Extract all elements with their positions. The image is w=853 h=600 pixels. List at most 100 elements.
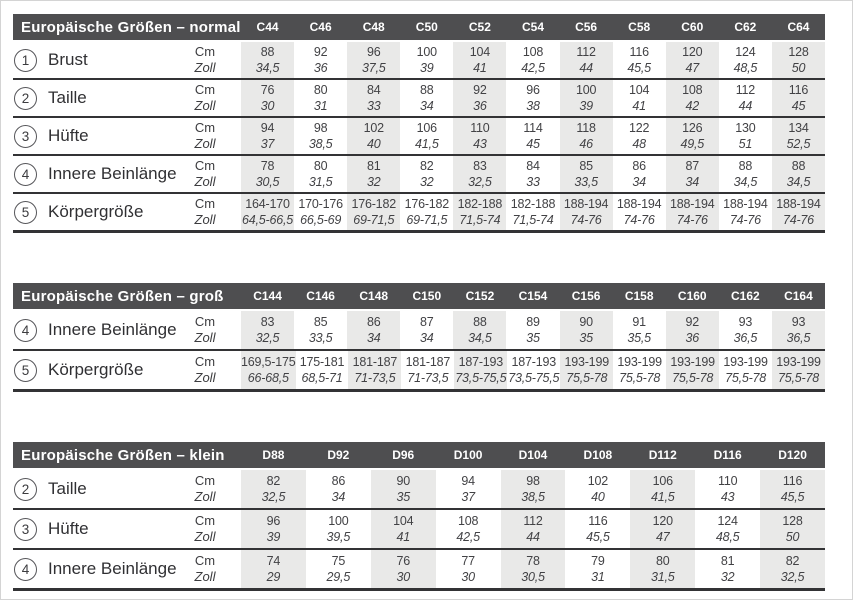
unit-label-zoll: Zoll [194, 98, 216, 113]
value-cm: 85 [579, 159, 593, 173]
data-cell: 86 34 [306, 470, 371, 508]
value-zoll: 31 [591, 570, 605, 584]
column-header: C148 [359, 289, 389, 303]
row-header: 5 Körpergröße [13, 194, 169, 230]
row-label: Taille [48, 88, 87, 107]
value-cm: 94 [260, 121, 275, 135]
data-cell: 116 45,5 [565, 510, 630, 548]
value-cm: 90 [396, 474, 410, 488]
value-zoll: 37 [260, 137, 275, 151]
column-header: C164 [784, 289, 813, 303]
value-zoll: 75,5-78 [778, 371, 820, 385]
value-cm: 126 [682, 121, 703, 135]
unit-label-zoll: Zoll [194, 569, 216, 584]
data-cell: 104 41 [453, 42, 507, 78]
row-label: Innere Beinlänge [48, 164, 177, 183]
value-zoll: 39 [579, 99, 593, 113]
value-zoll: 42,5 [456, 530, 480, 544]
value-zoll: 43 [473, 137, 487, 151]
data-cell: 92 36 [665, 311, 719, 349]
value-cm: 77 [461, 554, 475, 568]
value-zoll: 75,5-78 [672, 371, 714, 385]
data-cell: 128 50 [760, 510, 825, 548]
data-cell: 80 31,5 [294, 156, 347, 192]
column-header: D88 [262, 448, 285, 462]
column-header: C158 [624, 289, 654, 303]
value-zoll: 34 [420, 99, 434, 113]
column-header: D108 [583, 448, 613, 462]
value-zoll: 47 [656, 530, 670, 544]
column-header: D116 [713, 448, 742, 462]
data-cell: 116 45,5 [613, 42, 666, 78]
value-zoll: 37,5 [361, 61, 386, 75]
value-cm: 193-199 [564, 355, 609, 369]
value-zoll: 44 [579, 61, 593, 75]
value-zoll: 35 [526, 331, 540, 345]
data-cell: 85 33,5 [294, 311, 347, 349]
table-header: Europäische Größen – klein D88 D92 D96 D100 D… [13, 442, 825, 468]
value-cm: 87 [685, 159, 700, 173]
data-cell: 188-194 74-76 [771, 194, 825, 230]
unit-labels: Cm Zoll [169, 470, 241, 508]
unit-label-cm: Cm [194, 513, 216, 528]
column-header: C56 [575, 20, 598, 34]
value-zoll: 36 [473, 99, 487, 113]
value-zoll: 39,5 [326, 530, 351, 544]
row-label: Körpergröße [48, 202, 144, 221]
value-zoll: 74-76 [782, 213, 814, 227]
data-cell: 104 41 [370, 510, 436, 548]
row-number-badge: 4 [14, 557, 37, 581]
value-cm: 182-188 [457, 197, 503, 211]
value-cm: 100 [416, 45, 437, 59]
data-cell: 108 42,5 [506, 42, 559, 78]
data-cell: 78 30,5 [241, 156, 295, 192]
table-row: 3 Hüfte Cm Zoll 94 37 98 38,5 102 40 106 41,5 110 43 1… [13, 116, 825, 154]
value-zoll: 30 [260, 99, 275, 113]
value-cm: 98 [526, 474, 540, 488]
unit-label-cm: Cm [194, 553, 216, 568]
value-zoll: 31,5 [651, 570, 675, 584]
data-cell: 126 49,5 [665, 118, 719, 154]
value-cm: 100 [328, 514, 349, 528]
data-cell: 181-187 71-73,5 [348, 351, 402, 389]
row-label: Innere Beinlänge [48, 320, 177, 339]
value-zoll: 30,5 [521, 570, 545, 584]
data-cell: 74 29 [241, 550, 306, 588]
table-header: Europäische Größen – groß C144 C146 C148 C15… [13, 283, 825, 309]
value-cm: 91 [632, 315, 646, 329]
value-zoll: 41 [632, 99, 646, 113]
unit-label-cm: Cm [194, 158, 216, 173]
data-cell: 77 30 [436, 550, 501, 588]
unit-label-cm: Cm [194, 44, 216, 59]
value-cm: 104 [393, 514, 414, 528]
unit-label-zoll: Zoll [194, 136, 216, 151]
value-zoll: 71-73,5 [407, 371, 449, 385]
value-zoll: 32 [366, 175, 381, 189]
value-zoll: 45 [526, 137, 540, 151]
table-body: 1 Brust Cm Zoll 88 34,5 92 36 96 37,5 100 39 104 41 10… [13, 42, 825, 233]
value-cm: 82 [420, 159, 434, 173]
value-zoll: 33,5 [308, 331, 333, 345]
value-zoll: 34,5 [468, 331, 492, 345]
unit-label-zoll: Zoll [194, 370, 216, 385]
data-cell: 116 45 [771, 80, 825, 116]
column-header: C46 [309, 20, 332, 34]
unit-labels: Cm Zoll [169, 311, 241, 349]
value-zoll: 34,5 [255, 61, 280, 75]
column-header: D92 [327, 448, 350, 462]
value-cm: 88 [420, 83, 434, 97]
data-cell: 120 47 [665, 42, 719, 78]
value-cm: 134 [788, 121, 809, 135]
data-cell: 118 46 [559, 118, 613, 154]
data-cell: 193-199 75,5-78 [613, 351, 666, 389]
data-cell: 193-199 75,5-78 [560, 351, 614, 389]
row-label: Taille [48, 479, 87, 498]
value-cm: 81 [720, 554, 735, 568]
table-row: 1 Brust Cm Zoll 88 34,5 92 36 96 37,5 100 39 104 41 10… [13, 42, 825, 78]
value-zoll: 38 [526, 99, 540, 113]
column-header: D104 [518, 448, 548, 462]
value-cm: 81 [366, 159, 381, 173]
data-cell: 112 44 [719, 80, 772, 116]
value-cm: 76 [396, 554, 410, 568]
